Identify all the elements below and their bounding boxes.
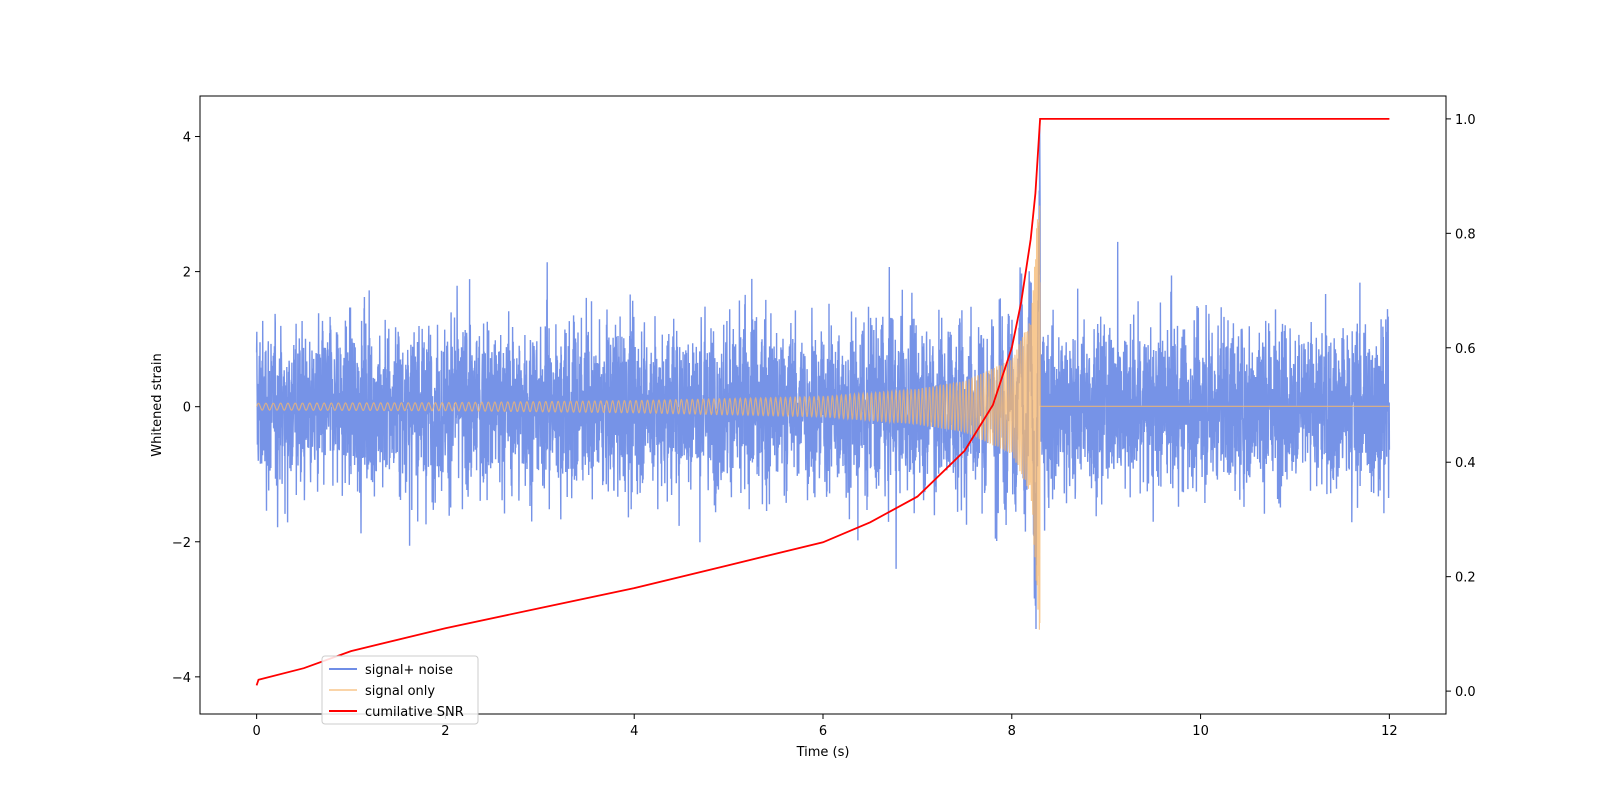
series-signal-only-line <box>256 205 1390 630</box>
y2-tick-label: 0.8 <box>1455 227 1476 242</box>
y-tick-label: 2 <box>183 266 191 281</box>
axes: 0 2 4 6 8 10 12 −4 −2 0 2 4 0.0 0.2 0.4 0.6 0.8 1.0 <box>172 113 1476 739</box>
x-tick-label: 10 <box>1192 724 1209 739</box>
x-tick-label: 2 <box>441 724 449 739</box>
y-tick-label: −2 <box>172 536 191 551</box>
series-signal-noise-line <box>255 126 1391 630</box>
y2-tick-label: 1.0 <box>1455 113 1476 128</box>
y-axis-label: Whitened strain <box>150 353 165 456</box>
plot-area <box>255 118 1391 686</box>
y-tick-label: −4 <box>172 671 191 686</box>
y2-tick-label: 0.6 <box>1455 342 1476 357</box>
series-cumulative-snr-line <box>255 118 1390 686</box>
legend-entry: signal only <box>365 684 435 699</box>
x-tick-label: 0 <box>252 724 260 739</box>
x-tick-label: 6 <box>819 724 827 739</box>
y2-tick-label: 0.0 <box>1455 685 1476 700</box>
y-tick-label: 0 <box>183 401 191 416</box>
legend-entry: cumilative SNR <box>365 705 464 720</box>
legend: signal+ noise signal only cumilative SNR <box>321 655 479 725</box>
y2-tick-label: 0.2 <box>1455 571 1476 586</box>
y2-tick-label: 0.4 <box>1455 456 1476 471</box>
legend-box <box>321 655 479 725</box>
x-tick-label: 8 <box>1008 724 1016 739</box>
x-tick-label: 4 <box>630 724 638 739</box>
x-axis-label: Time (s) <box>796 745 850 760</box>
y-tick-label: 4 <box>183 131 191 146</box>
x-tick-label: 12 <box>1381 724 1398 739</box>
legend-entry: signal+ noise <box>365 663 453 678</box>
